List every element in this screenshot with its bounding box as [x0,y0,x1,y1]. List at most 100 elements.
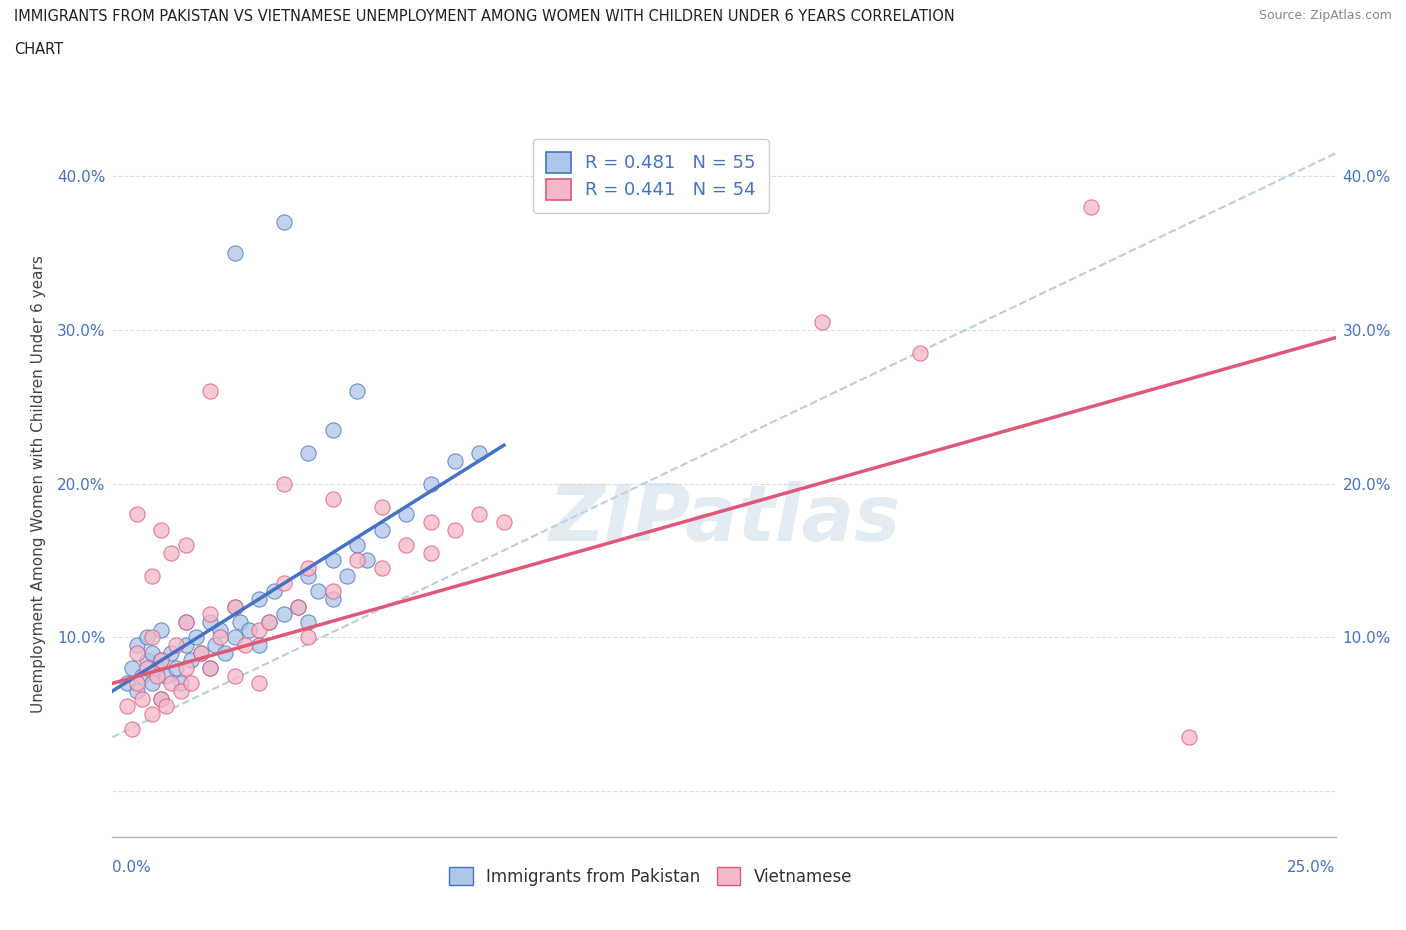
Point [297,445,319,460]
Point [492,514,515,529]
Point [155,699,177,714]
Point [145,660,167,675]
Point [121,660,143,675]
Point [125,637,148,652]
Point [287,599,309,614]
Point [395,507,418,522]
Point [131,669,153,684]
Point [224,669,246,684]
Point [247,637,270,652]
Point [1080,200,1102,215]
Point [170,676,193,691]
Point [125,645,148,660]
Point [165,660,187,675]
Point [160,545,183,560]
Point [908,346,931,361]
Point [346,553,368,568]
Point [115,676,138,691]
Point [287,599,309,614]
Point [468,507,491,522]
Point [395,538,418,552]
Y-axis label: Unemployment Among Women with Children Under 6 years: Unemployment Among Women with Children U… [31,255,46,712]
Point [125,684,148,698]
Point [444,523,467,538]
Point [346,538,368,552]
Point [174,615,197,630]
Point [141,707,163,722]
Point [419,545,441,560]
Point [141,676,163,691]
Point [247,622,270,637]
Point [150,622,173,637]
Point [322,584,344,599]
Point [200,384,222,399]
Point [150,653,173,668]
Point [297,568,319,583]
Text: CHART: CHART [14,42,63,57]
Text: 0.0%: 0.0% [112,860,152,875]
Point [135,653,157,668]
Point [346,384,368,399]
Text: IMMIGRANTS FROM PAKISTAN VS VIETNAMESE UNEMPLOYMENT AMONG WOMEN WITH CHILDREN UN: IMMIGRANTS FROM PAKISTAN VS VIETNAMESE U… [14,9,955,24]
Point [200,606,222,621]
Point [247,591,270,606]
Point [141,568,163,583]
Point [174,538,197,552]
Point [444,453,467,468]
Point [811,315,834,330]
Point [204,637,226,652]
Point [322,553,344,568]
Point [322,492,344,507]
Point [209,622,232,637]
Point [141,630,163,644]
Point [224,246,246,260]
Point [322,591,344,606]
Point [224,630,246,644]
Text: Source: ZipAtlas.com: Source: ZipAtlas.com [1258,9,1392,22]
Point [174,660,197,675]
Text: 25.0%: 25.0% [1288,860,1336,875]
Point [131,691,153,706]
Point [273,606,295,621]
Point [160,676,183,691]
Point [228,615,250,630]
Point [233,637,256,652]
Point [273,215,295,230]
Point [180,676,202,691]
Point [125,676,148,691]
Point [150,691,173,706]
Point [200,660,222,675]
Point [190,645,212,660]
Point [150,691,173,706]
Point [307,584,329,599]
Point [209,630,232,644]
Point [336,568,359,583]
Point [174,637,197,652]
Point [273,476,295,491]
Point [145,669,167,684]
Point [115,699,138,714]
Point [150,653,173,668]
Legend: Immigrants from Pakistan, Vietnamese: Immigrants from Pakistan, Vietnamese [443,861,859,892]
Point [322,422,344,437]
Point [165,637,187,652]
Point [257,615,280,630]
Point [125,507,148,522]
Point [224,599,246,614]
Point [135,660,157,675]
Point [184,630,207,644]
Point [247,676,270,691]
Point [155,669,177,684]
Point [121,722,143,737]
Point [468,445,491,460]
Point [257,615,280,630]
Point [370,561,392,576]
Point [370,499,392,514]
Point [190,645,212,660]
Point [141,645,163,660]
Point [160,645,183,660]
Point [273,576,295,591]
Point [263,584,285,599]
Point [224,599,246,614]
Point [297,561,319,576]
